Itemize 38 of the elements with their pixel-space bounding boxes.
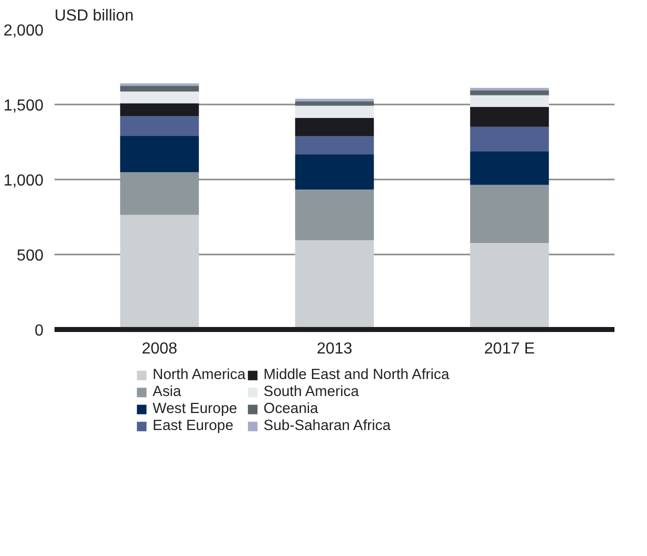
- legend-label: Sub-Saharan Africa: [264, 418, 391, 434]
- bar: [470, 151, 549, 185]
- legend-label: Oceania: [264, 401, 318, 417]
- bar: [120, 91, 199, 104]
- x-tick-label: 2008: [142, 340, 178, 358]
- bar: [295, 102, 374, 106]
- bar: [470, 184, 549, 243]
- y-tick-label: 0: [34, 322, 44, 340]
- bar: [470, 95, 549, 107]
- legend-label: North America: [152, 367, 246, 383]
- bar: [120, 103, 199, 116]
- y-tick-label: 2,000: [3, 22, 44, 40]
- bar: [295, 118, 374, 136]
- legend-label: East Europe: [152, 418, 234, 434]
- bar: [120, 116, 199, 136]
- legend-label: South America: [264, 384, 359, 400]
- y-axis-title: USD billion: [54, 8, 134, 24]
- bar: [120, 172, 199, 215]
- bar: [470, 88, 549, 91]
- legend-label: West Europe: [152, 401, 238, 417]
- bar: [295, 106, 374, 118]
- bar: [120, 86, 199, 92]
- y-tick-label: 500: [16, 248, 44, 264]
- y-tick-label: 1,500: [3, 98, 44, 114]
- legend-label: Middle East and North Africa: [264, 367, 450, 383]
- legend-label: Asia: [152, 384, 182, 400]
- bar: [470, 90, 549, 96]
- x-tick-label: 2017 E: [484, 340, 535, 358]
- bar: [295, 98, 374, 102]
- bar: [120, 83, 199, 86]
- bar: [470, 106, 549, 127]
- y-tick-label: 1,000: [3, 172, 44, 190]
- x-tick-label: 2013: [316, 340, 352, 358]
- bar: [470, 126, 549, 152]
- bar: [120, 136, 199, 172]
- bar: [295, 190, 374, 240]
- bar: [295, 154, 374, 190]
- bar: [295, 136, 374, 154]
